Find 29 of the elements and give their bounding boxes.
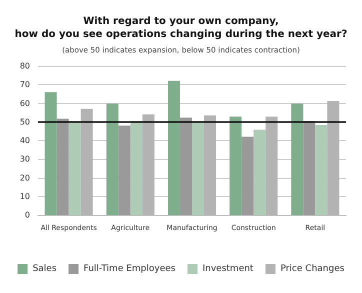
bar — [130, 120, 142, 215]
bar — [106, 104, 118, 215]
y-tick-label: 0 — [24, 210, 30, 220]
legend-label: Sales — [32, 264, 57, 274]
legend-label: Price Changes — [280, 264, 345, 274]
y-tick-label: 70 — [20, 80, 30, 90]
bar — [44, 92, 57, 215]
bar — [291, 104, 304, 215]
y-tick-label: 40 — [20, 136, 30, 145]
bar — [180, 118, 192, 215]
y-tick-label: 60 — [20, 98, 30, 108]
y-tick-label: 80 — [20, 62, 30, 70]
y-tick-label: 20 — [20, 173, 30, 182]
y-tick-label: 50 — [20, 117, 30, 126]
bar — [254, 130, 266, 215]
bar — [303, 120, 316, 215]
legend-label: Full-Time Employees — [84, 264, 176, 274]
bar — [118, 126, 130, 215]
bar — [315, 125, 328, 215]
chart-title: With regard to your own company, how do you see operations changing during the next year? — [14, 16, 348, 40]
bar — [56, 118, 69, 215]
bar — [68, 120, 81, 215]
y-tick-label: 10 — [20, 192, 30, 201]
legend-label: Investment — [202, 264, 254, 274]
bar — [192, 120, 204, 215]
y-tick-label: 30 — [20, 154, 30, 164]
bar — [168, 80, 180, 215]
bar — [242, 136, 254, 215]
bar — [230, 116, 242, 215]
